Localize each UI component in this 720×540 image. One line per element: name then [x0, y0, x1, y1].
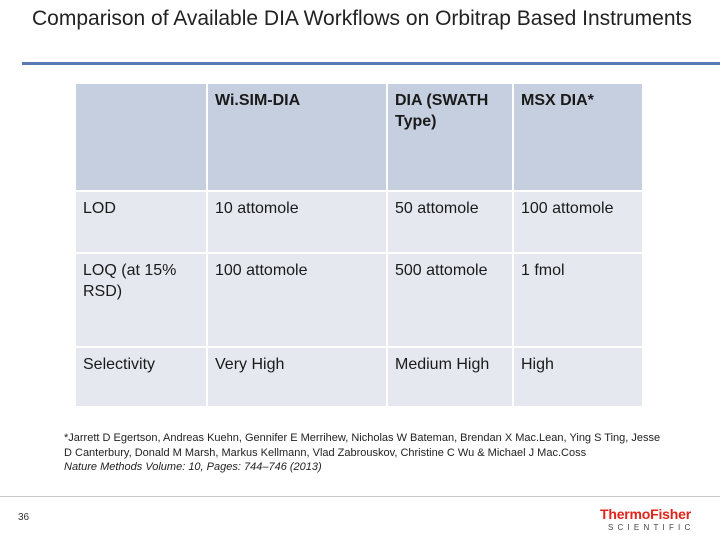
logo-wordmark: ThermoFisher — [600, 506, 691, 522]
table-row: LOD 10 attomole 50 attomole 100 attomole — [76, 190, 642, 252]
logo-subtitle: SCIENTIFIC — [608, 523, 695, 532]
row-label-loq: LOQ (at 15% RSD) — [76, 252, 206, 346]
citation-journal: Nature Methods Volume: 10, — [64, 461, 204, 473]
slide-title: Comparison of Available DIA Workflows on… — [32, 7, 692, 30]
table-cell: 100 attomole — [208, 252, 386, 346]
header-cell-empty — [76, 84, 206, 190]
title-divider — [22, 62, 720, 65]
table-row: Selectivity Very High Medium High High — [76, 346, 642, 406]
table-cell: 100 attomole — [514, 190, 642, 252]
table-header-row: Wi.SIM-DIA DIA (SWATH Type) MSX DIA* — [76, 84, 642, 190]
citation-footnote: *Jarrett D Egertson, Andreas Kuehn, Genn… — [64, 431, 664, 475]
comparison-table: Wi.SIM-DIA DIA (SWATH Type) MSX DIA* LOD… — [74, 84, 644, 406]
table-cell: 50 attomole — [388, 190, 512, 252]
table-cell: 500 attomole — [388, 252, 512, 346]
table-cell: Medium High — [388, 346, 512, 406]
header-cell-msx-dia: MSX DIA* — [514, 84, 642, 190]
row-label-selectivity: Selectivity — [76, 346, 206, 406]
header-cell-wisim-dia: Wi.SIM-DIA — [208, 84, 386, 190]
citation-authors: *Jarrett D Egertson, Andreas Kuehn, Genn… — [64, 432, 661, 459]
table-row: LOQ (at 15% RSD) 100 attomole 500 attomo… — [76, 252, 642, 346]
table-cell: 10 attomole — [208, 190, 386, 252]
footer-divider — [0, 496, 720, 497]
header-cell-dia-swath: DIA (SWATH Type) — [388, 84, 512, 190]
citation-pages: Pages: 744–746 (2013) — [203, 461, 322, 473]
table-cell: Very High — [208, 346, 386, 406]
table-cell: 1 fmol — [514, 252, 642, 346]
row-label-lod: LOD — [76, 190, 206, 252]
page-number: 36 — [18, 512, 30, 523]
table-cell: High — [514, 346, 642, 406]
thermo-fisher-logo: ThermoFisher SCIENTIFIC — [600, 506, 706, 536]
